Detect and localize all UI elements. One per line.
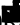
- Text: (PRIOR ART): (PRIOR ART): [0, 11, 20, 25]
- Text: Figure 2: Figure 2: [0, 0, 20, 6]
- Text: LBL: LBL: [7, 0, 20, 25]
- Text: Band Model
Average: Band Model Average: [11, 0, 20, 25]
